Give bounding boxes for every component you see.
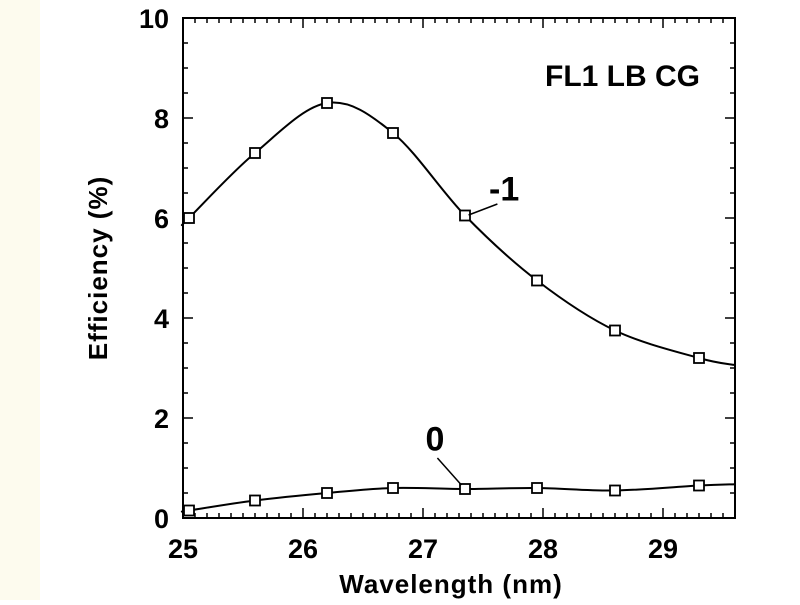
series-line-1 [180,483,736,513]
annotation-arrow [468,203,498,216]
data-point-marker [459,209,471,222]
series-label-0: 0 [426,421,445,459]
series-label-minus1: -1 [489,171,519,209]
x-tick-label: 26 [288,534,318,564]
data-point-marker [387,127,399,139]
data-point-marker [693,479,705,492]
data-point-marker [249,494,261,507]
data-point-marker [609,324,621,337]
left-margin-band [0,0,40,600]
x-axis-label: Wavelength (nm) [339,569,562,599]
data-point-marker [531,274,543,287]
data-point-marker [183,504,195,517]
series-curves [180,101,736,513]
data-point-marker [387,482,399,494]
y-tick-label: 4 [154,304,169,334]
y-axis-label: Efficiency (%) [83,176,113,361]
data-point-marker [531,482,543,494]
y-tick-label: 8 [154,104,169,134]
tick-labels: 25 26 27 28 29 0 2 4 6 8 10 [139,4,678,564]
x-tick-label: 28 [528,534,558,564]
x-tick-label: 25 [168,534,198,564]
series-annotations: -1 0 [426,171,519,486]
axis-ticks [182,17,735,519]
series-line-0 [180,101,736,367]
data-point-marker [609,484,621,497]
data-point-marker [183,212,195,224]
y-tick-label: 6 [154,204,169,234]
y-tick-label: 0 [154,504,169,534]
data-point-marker [459,483,471,495]
data-point-marker [693,352,705,364]
data-point-marker [321,97,333,109]
y-tick-label: 10 [139,4,169,34]
y-tick-label: 2 [154,404,169,434]
series-markers [183,97,705,517]
x-tick-label: 27 [408,534,438,564]
annotation-arrow [436,457,462,486]
chart-title: FL1 LB CG [545,60,700,93]
plot-frame [182,17,736,519]
x-tick-label: 29 [648,534,678,564]
data-point-marker [249,147,261,159]
data-point-marker [321,487,333,499]
